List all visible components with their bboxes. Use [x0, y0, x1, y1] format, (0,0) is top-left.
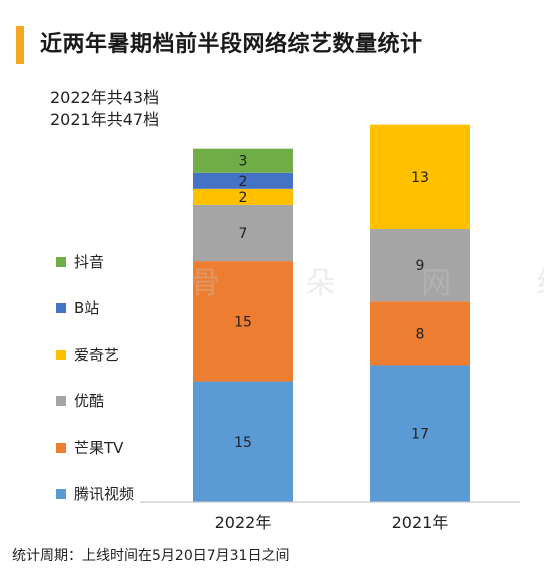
data-label-0-3: 2 [239, 190, 248, 206]
data-label-0-1: 15 [234, 314, 252, 330]
summary-2022: 2022年共43档 [50, 88, 160, 107]
chart-title: 近两年暑期档前半段网络综艺数量统计 [40, 32, 423, 57]
legend-label: 芒果TV [74, 438, 124, 457]
legend-label: 优酷 [74, 392, 105, 411]
bar-segment-0-3 [193, 188, 293, 205]
data-label-0-5: 3 [239, 154, 248, 170]
legend-swatch [56, 396, 66, 407]
title-accent-bar [16, 26, 24, 64]
legend-swatch [56, 257, 66, 267]
legend-label: 腾讯视频 [74, 485, 135, 503]
bar-segment-0-4 [193, 172, 293, 189]
legend-label: 抖音 [74, 253, 105, 271]
x-tick-label-0: 2022年 [215, 513, 272, 532]
data-label-0-2: 7 [239, 226, 248, 242]
data-label-0-0: 15 [234, 435, 252, 451]
legend-swatch [56, 303, 66, 314]
data-label-1-0: 17 [411, 427, 429, 443]
watermark: 骨 朵 网 络 影 视 [190, 266, 544, 301]
data-label-1-1: 8 [416, 326, 425, 342]
bar-segment-1-1 [370, 301, 470, 366]
bar-segment-1-2 [370, 228, 470, 302]
x-tick-label-1: 2021年 [392, 513, 449, 532]
summary-2021: 2021年共47档 [50, 110, 160, 129]
bar-segment-0-1 [193, 261, 293, 382]
data-label-1-2: 9 [416, 258, 425, 274]
legend-swatch [56, 442, 66, 453]
footnote: 统计周期：上线时间在5月20日7月31日之间 [12, 548, 290, 564]
legend-label: 爱奇艺 [74, 345, 120, 364]
bar-segment-0-0 [193, 381, 293, 502]
legend-label: B站 [74, 299, 100, 318]
bar-segment-0-5 [193, 148, 293, 173]
legend-swatch [56, 349, 66, 360]
bar-segment-0-2 [193, 204, 293, 262]
data-label-0-4: 2 [239, 174, 248, 190]
data-label-1-3: 13 [411, 170, 429, 186]
legend-swatch [56, 489, 66, 499]
bar-segment-1-3 [370, 124, 470, 229]
bar-segment-1-0 [370, 365, 470, 502]
